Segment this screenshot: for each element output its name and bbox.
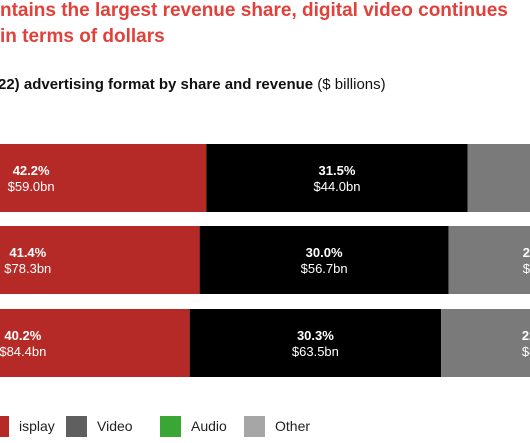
row-1-display-bar <box>0 144 207 212</box>
subtitle-bold: 22) advertising format by share and reve… <box>0 76 314 93</box>
row-3-display-bar <box>0 309 190 377</box>
subtitle-units: ($ billions) <box>313 76 386 93</box>
row-3-display-share-label: 40.2% <box>4 328 41 343</box>
legend-item-3: Audio <box>160 414 227 438</box>
row-2-display-revenue-label: $78.3bn <box>4 261 51 276</box>
legend-swatch <box>0 415 9 437</box>
legend-label: Video <box>97 418 133 434</box>
row-1-video-share-label: 31.5% <box>319 163 356 178</box>
legend-swatch <box>244 415 265 437</box>
row-3-other-share-label: 22.5 <box>522 328 530 343</box>
row-3-other-bar <box>441 309 530 377</box>
legend-label: isplay <box>19 418 55 434</box>
row-3-other-revenue-label: $47. <box>522 344 530 359</box>
row-1-video-bar <box>206 144 468 212</box>
legend-item-1: isplay <box>0 414 55 438</box>
row-1-display-revenue-label: $59.0bn <box>8 179 55 194</box>
row-2-video-revenue-label: $56.7bn <box>301 261 348 276</box>
row-3-display-revenue-label: $84.4bn <box>0 344 46 359</box>
chart-subtitle: 22) advertising format by share and reve… <box>0 76 386 93</box>
row-2-video-bar <box>199 226 449 294</box>
legend-item-4: Other <box>244 414 310 438</box>
row-2-other-share-label: 20.9 <box>523 245 530 260</box>
legend-item-2: Video <box>66 414 133 438</box>
legend-label: Other <box>275 418 311 434</box>
headline-line-1: ntains the largest revenue share, digita… <box>0 0 508 21</box>
row-2-display-share-label: 41.4% <box>9 245 46 260</box>
row-2-display-bar <box>0 226 200 294</box>
row-2-video-share-label: 30.0% <box>306 245 343 260</box>
row-3-video-share-label: 30.3% <box>297 328 334 343</box>
legend-label: Audio <box>191 418 227 434</box>
chart-headline: ntains the largest revenue share, digita… <box>0 0 530 50</box>
row-1-video-revenue-label: $44.0bn <box>313 179 360 194</box>
headline-line-2: in terms of dollars <box>0 26 165 47</box>
row-2-other-revenue-label: $39. <box>523 261 530 276</box>
legend-swatch <box>66 415 87 437</box>
legend-swatch <box>160 415 181 437</box>
row-1-other-bar <box>467 144 530 212</box>
row-1-display-share-label: 42.2% <box>13 163 50 178</box>
row-2-other-bar <box>448 226 530 294</box>
row-3-video-revenue-label: $63.5bn <box>292 344 339 359</box>
row-3-video-bar <box>189 309 442 377</box>
